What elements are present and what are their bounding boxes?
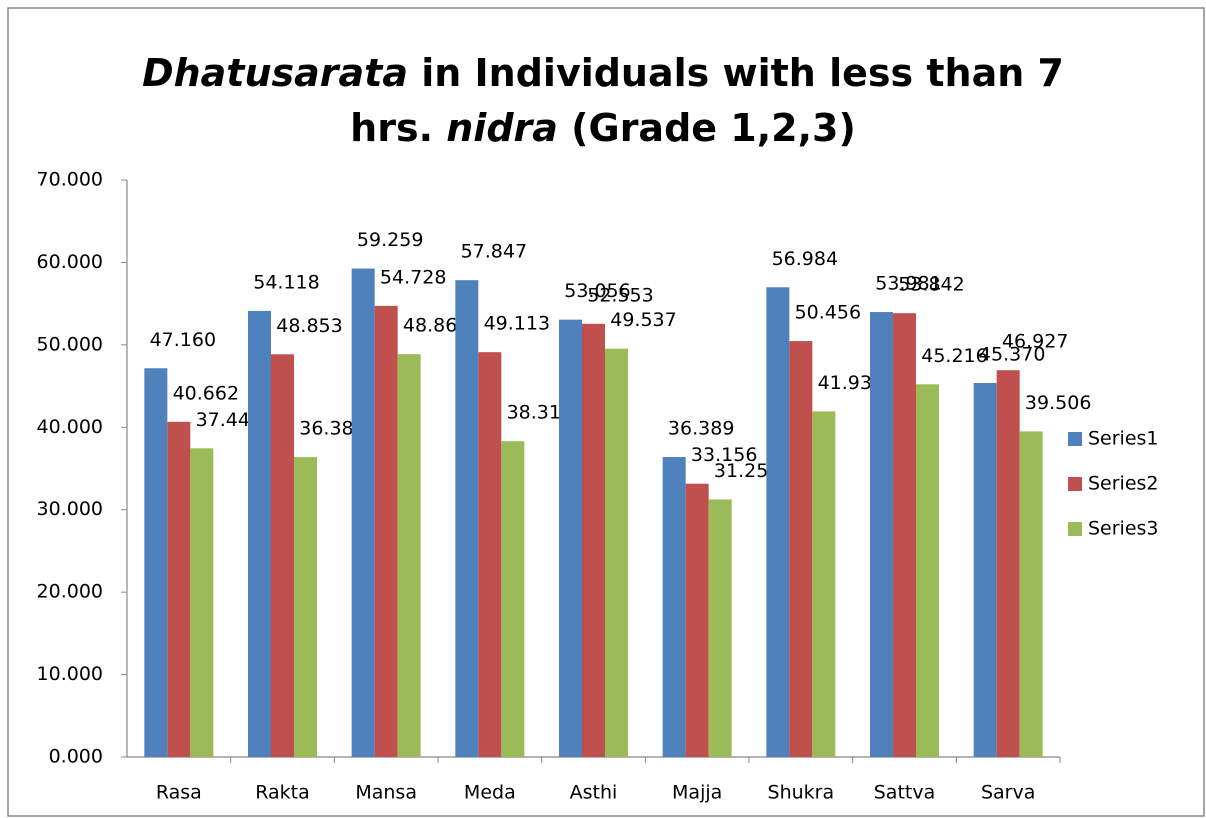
data-label: 50.456 (795, 302, 861, 324)
bar (455, 280, 479, 757)
data-label: 47.160 (150, 329, 216, 351)
bar (916, 384, 939, 757)
title-run: Dhatusarata (142, 51, 408, 95)
bar (708, 499, 732, 757)
bar (685, 483, 709, 757)
y-tick-label: 60.000 (37, 251, 103, 273)
bar (167, 421, 191, 757)
x-tick-label: Shukra (768, 782, 835, 804)
bar (478, 352, 502, 757)
data-label: 52.553 (587, 284, 653, 306)
x-tick-label: Majja (672, 782, 722, 804)
data-label: 41.931 (818, 372, 884, 394)
data-label: 45.216 (921, 345, 987, 367)
data-label: 46.927 (1002, 331, 1068, 353)
title-run: (Grade 1,2,3) (558, 106, 856, 150)
x-tick-label: Rasa (156, 782, 202, 804)
bar (190, 448, 214, 757)
x-tick-label: Sattva (874, 782, 936, 804)
chart-title: hrs. nidra (Grade 1,2,3) (350, 106, 856, 150)
title-run: nidra (446, 106, 558, 150)
chart-title: Dhatusarata in Individuals with less tha… (142, 51, 1064, 95)
legend-swatch (1068, 432, 1082, 446)
title-run: hrs. (350, 106, 446, 150)
data-label: 48.868 (403, 315, 469, 337)
x-tick-label: Sarva (981, 782, 1035, 804)
bar (559, 319, 582, 757)
data-label: 45.370 (979, 344, 1045, 366)
title-run: in Individuals with less than 7 (408, 51, 1064, 95)
y-tick-label: 30.000 (37, 498, 103, 520)
data-label: 53.056 (564, 280, 630, 302)
bar (501, 441, 525, 757)
bar (812, 411, 836, 757)
data-label: 48.853 (276, 315, 342, 337)
data-label: 57.847 (461, 241, 527, 263)
data-label: 40.662 (173, 382, 239, 404)
x-tick-label: Meda (464, 782, 516, 804)
bar (374, 305, 398, 757)
data-label: 59.259 (357, 229, 423, 251)
y-tick-label: 50.000 (37, 333, 103, 355)
bar (1019, 431, 1043, 757)
data-label: 36.383 (299, 418, 365, 440)
bar (351, 268, 375, 757)
data-label: 49.113 (484, 313, 550, 335)
y-tick-label: 70.000 (37, 169, 103, 191)
bar (766, 287, 790, 757)
bar (248, 310, 271, 757)
y-tick-label: 20.000 (37, 581, 103, 603)
y-tick-label: 40.000 (37, 416, 103, 438)
y-tick-label: 10.000 (37, 663, 103, 685)
data-label: 39.506 (1025, 392, 1091, 414)
data-label: 36.389 (668, 418, 734, 440)
legend-label: Series2 (1088, 473, 1159, 495)
bar (582, 323, 605, 757)
data-label: 38.310 (507, 402, 573, 424)
bar (294, 457, 317, 757)
data-label: 53.842 (898, 274, 964, 296)
data-label: 54.728 (380, 266, 446, 288)
data-label: 49.537 (610, 309, 676, 331)
bar (893, 313, 916, 757)
bar (973, 383, 997, 757)
data-label: 33.156 (691, 444, 757, 466)
bar (397, 354, 421, 757)
data-label: 37.449 (196, 409, 262, 431)
x-tick-label: Asthi (570, 782, 618, 804)
data-label: 31.250 (714, 460, 780, 482)
legend-swatch (1068, 477, 1082, 491)
legend-label: Series3 (1088, 518, 1159, 540)
data-label: 56.984 (772, 248, 838, 270)
x-tick-label: Rakta (255, 782, 310, 804)
bar (662, 457, 686, 757)
bar (144, 368, 168, 757)
bar (789, 341, 813, 757)
bar (870, 312, 893, 757)
legend-label: Series1 (1088, 428, 1159, 450)
legend-swatch (1068, 522, 1082, 536)
bar (605, 348, 628, 757)
data-label: 54.118 (253, 271, 319, 293)
bar (271, 354, 294, 757)
x-tick-label: Mansa (355, 782, 417, 804)
data-label: 53.981 (875, 273, 941, 295)
bar (996, 370, 1020, 757)
y-tick-label: 0.000 (49, 746, 103, 768)
